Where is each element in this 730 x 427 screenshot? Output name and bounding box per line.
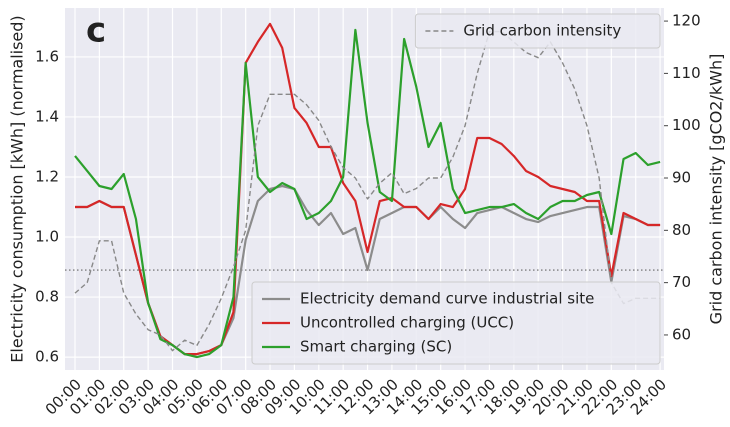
y-tick-label: 1.6 (35, 47, 59, 65)
legend-label: Smart charging (SC) (300, 338, 452, 356)
y2-tick-label: 80 (672, 221, 691, 239)
legend-label: Uncontrolled charging (UCC) (300, 314, 514, 332)
series-line (74, 30, 661, 352)
y2-tick-label: 70 (672, 273, 691, 291)
legend-box (414, 13, 661, 49)
panel-label: c (86, 11, 106, 51)
y2-tick-label: 60 (672, 325, 691, 343)
y-tick-label: 1.0 (35, 228, 59, 246)
legend-box (251, 281, 661, 365)
y-tick-label: 0.6 (35, 348, 59, 366)
y-tick-label: 1.2 (35, 167, 59, 185)
y2-tick-label: 110 (672, 64, 701, 82)
y2-axis-label: Grid carbon intensity [gCO2/kWh] (707, 54, 726, 325)
series-line (74, 28, 661, 359)
y2-tick-label: 90 (672, 169, 691, 187)
y-tick-label: 0.8 (35, 288, 59, 306)
legend-label: Electricity demand curve industrial site (300, 290, 594, 308)
y2-tick-label: 100 (672, 116, 701, 134)
y-axis-label: Electricity consumption [kWh] (normalise… (8, 15, 27, 362)
y2-tick-label: 120 (672, 12, 701, 30)
y-tick-label: 1.4 (35, 107, 59, 125)
legend-label: Grid carbon intensity (463, 22, 621, 40)
